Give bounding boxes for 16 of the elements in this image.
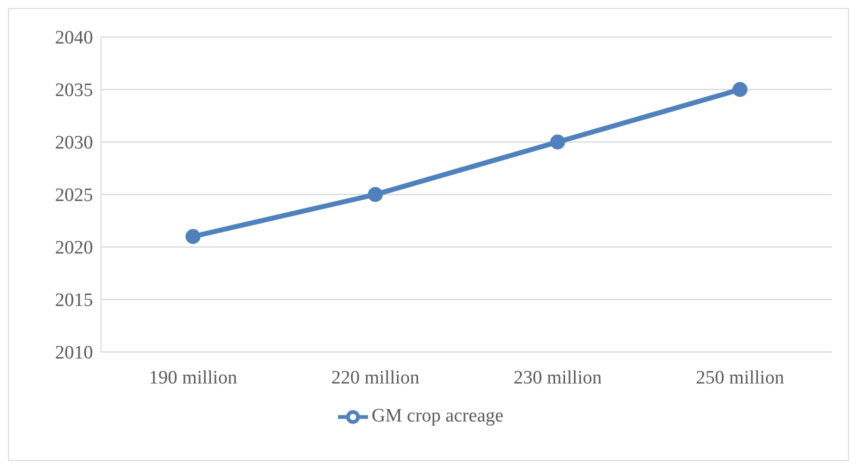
y-tick-label: 2025 bbox=[55, 185, 93, 206]
point bbox=[368, 187, 383, 202]
x-tick-label: 190 million bbox=[148, 367, 238, 388]
point bbox=[550, 134, 566, 150]
x-tick-label: 230 million bbox=[514, 367, 602, 388]
y-tick-label: 2020 bbox=[55, 238, 93, 259]
y-tick-label: 2015 bbox=[55, 290, 93, 312]
y-tick-label: 2030 bbox=[55, 132, 93, 154]
legend-label: GM crop acreage bbox=[372, 405, 504, 426]
y-tick-label: 2040 bbox=[55, 28, 93, 49]
y-tick-label: 2035 bbox=[55, 80, 93, 102]
y-tick-label: 2010 bbox=[55, 342, 93, 364]
x-tick-label: 250 million bbox=[696, 367, 785, 388]
point bbox=[732, 82, 748, 97]
x-tick-label: 220 million bbox=[331, 367, 420, 388]
point bbox=[186, 229, 200, 244]
